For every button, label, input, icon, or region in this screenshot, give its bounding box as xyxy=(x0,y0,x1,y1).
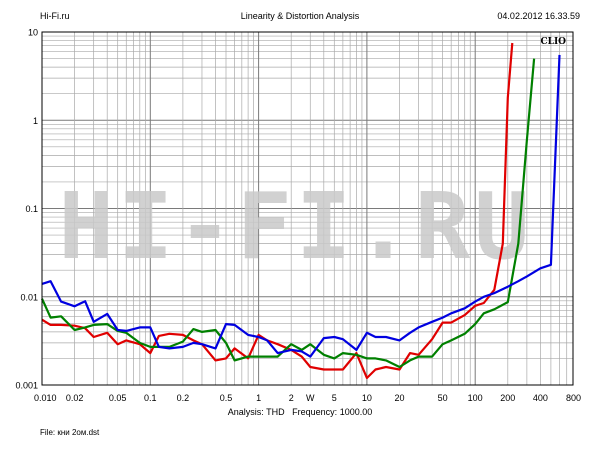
x-tick-label: 200 xyxy=(500,393,515,403)
series-line-1 xyxy=(41,42,514,380)
x-tick-label: 10 xyxy=(362,393,372,403)
x-tick-label: 0.02 xyxy=(66,393,84,403)
x-tick-label: W xyxy=(306,393,315,403)
x-tick-label: 400 xyxy=(533,393,548,403)
x-tick-label: 0.1 xyxy=(144,393,157,403)
file-label: File: xyxy=(40,428,56,437)
header-site-name: Hi-Fi.ru xyxy=(40,11,70,21)
header-title: Linearity & Distortion Analysis xyxy=(240,11,360,21)
series-layer xyxy=(40,42,561,380)
x-tick-label: 100 xyxy=(468,393,483,403)
series-line-3 xyxy=(41,54,561,358)
frequency-label: Frequency: xyxy=(292,407,338,417)
y-tick-label: 1 xyxy=(33,116,38,126)
header-timestamp: 04.02.2012 16.33.59 xyxy=(497,11,580,21)
x-tick-label: 0.05 xyxy=(109,393,127,403)
x-tick-label: 1 xyxy=(256,393,261,403)
analysis-label: Analysis: xyxy=(227,407,264,417)
x-tick-label: 0.5 xyxy=(220,393,233,403)
watermark: HI-FI.RU xyxy=(58,173,533,280)
x-tick-label: 0.010 xyxy=(34,393,57,403)
file-info: File: кни 2ом.dst xyxy=(40,428,99,437)
series-line-2 xyxy=(40,58,536,369)
x-tick-label: 800 xyxy=(566,393,581,403)
brand-label: CLIO xyxy=(540,37,566,47)
x-tick-label: 50 xyxy=(438,393,448,403)
x-tick-label: 20 xyxy=(394,393,404,403)
y-tick-labels: 10 1 0.1 0.01 0.001 xyxy=(15,28,38,391)
plot-frame xyxy=(41,31,574,386)
file-name: кни 2ом.dst xyxy=(57,428,100,437)
frequency-value: 1000.00 xyxy=(339,407,373,417)
y-tick-label: 0.01 xyxy=(20,292,38,302)
y-tick-label: 0.001 xyxy=(15,381,38,391)
x-tick-label: 5 xyxy=(332,393,337,403)
y-tick-label: 0.1 xyxy=(25,204,38,214)
x-tick-label: 0.2 xyxy=(177,393,190,403)
analysis-value: THD xyxy=(266,407,285,417)
analysis-info: Analysis: THD Frequency: 1000.00 xyxy=(0,407,600,417)
x-tick-labels: 0.010 0.02 0.05 0.1 0.2 0.5 1 2 W 5 10 20 50 100 200 40… xyxy=(34,393,581,403)
y-tick-label: 10 xyxy=(28,28,38,38)
x-tick-label: 2 xyxy=(289,393,294,403)
